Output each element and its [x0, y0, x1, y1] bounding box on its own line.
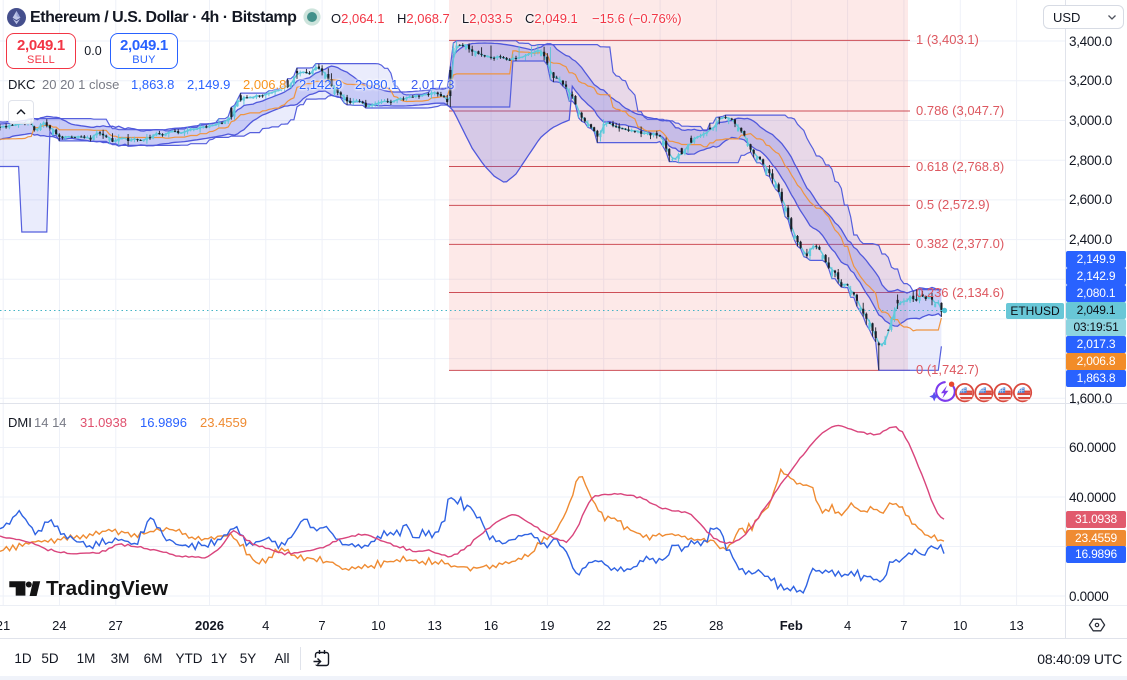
- svg-text:TradingView: TradingView: [46, 579, 168, 599]
